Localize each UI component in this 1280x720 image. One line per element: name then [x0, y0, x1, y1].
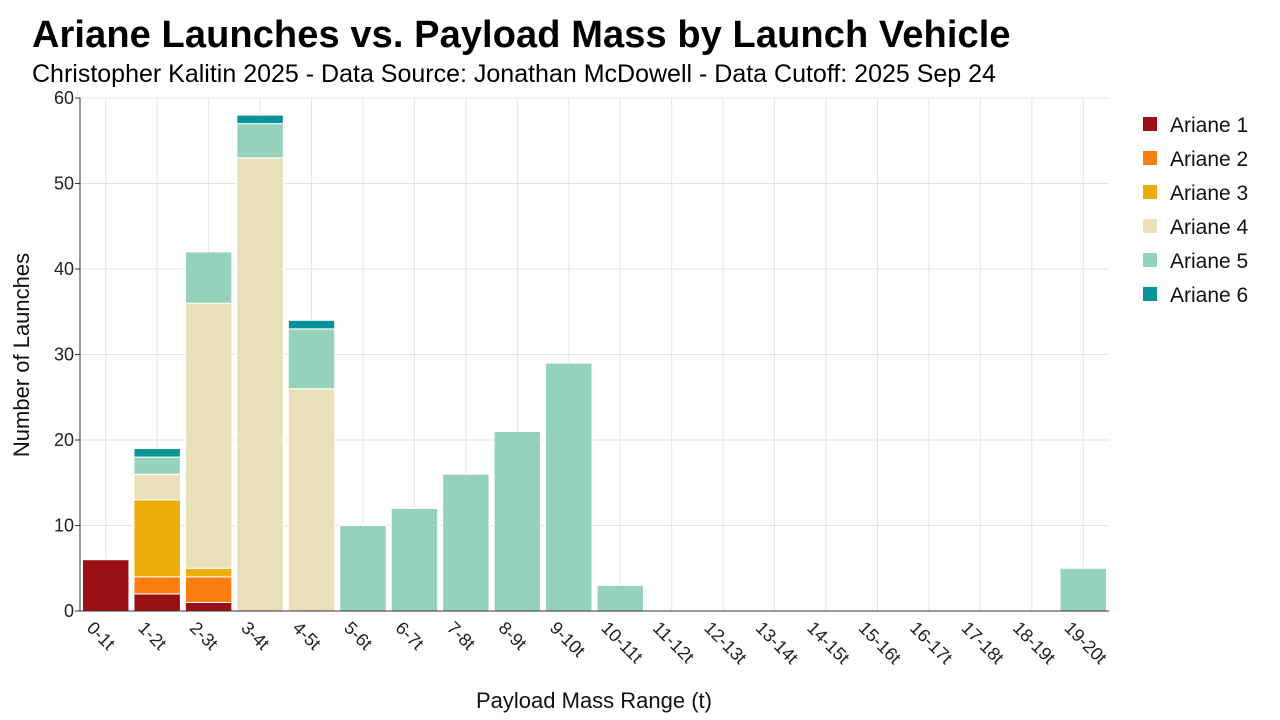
bar-segment: [287, 328, 336, 390]
x-tick-label: 18-19t: [1009, 618, 1059, 668]
grid-lines: [80, 97, 1109, 611]
x-tick-label: 4-5t: [289, 618, 325, 654]
legend-label: Ariane 2: [1170, 148, 1248, 171]
bar-segment: [133, 456, 181, 475]
bar-segment: [390, 507, 439, 612]
legend-swatch: [1143, 117, 1157, 131]
x-tick-label: 1-2t: [134, 618, 170, 654]
legend: Ariane 1 Ariane 2 Ariane 3 Ariane 4 Ariane 5…: [1143, 114, 1249, 307]
y-tick-label: 10: [54, 516, 74, 536]
x-tick-label: 6-7t: [392, 618, 428, 654]
legend-item: Ariane 4: [1143, 216, 1249, 239]
x-tick-label: 15-16t: [855, 618, 905, 668]
legend-label: Ariane 4: [1170, 216, 1249, 239]
bar-segment: [184, 567, 233, 578]
x-tick-label: 5-6t: [340, 618, 376, 654]
bar-segment: [184, 251, 233, 304]
x-tick-label: 0-1t: [83, 618, 119, 654]
bar-segment: [287, 388, 336, 612]
y-tick-label: 50: [54, 174, 74, 194]
bar-segment: [236, 114, 284, 125]
legend-item: Ariane 5: [1143, 250, 1248, 273]
bar-segment: [339, 525, 387, 612]
bars: [82, 114, 1108, 612]
legend-item: Ariane 2: [1143, 148, 1248, 171]
legend-swatch: [1143, 253, 1157, 267]
chart-title: Ariane Launches vs. Payload Mass by Laun…: [32, 14, 1011, 56]
bar-segment: [236, 123, 284, 159]
legend-item: Ariane 6: [1143, 284, 1248, 307]
y-tick-label: 30: [54, 345, 74, 365]
y-tick-label: 20: [54, 430, 74, 450]
x-tick-label: 16-17t: [906, 618, 956, 668]
legend-item: Ariane 1: [1143, 114, 1248, 137]
bar-segment: [596, 584, 644, 612]
x-tick-label: 3-4t: [237, 618, 273, 654]
legend-label: Ariane 1: [1170, 114, 1248, 137]
bar-segment: [236, 157, 284, 612]
legend-swatch: [1143, 151, 1157, 165]
x-tick-label: 8-9t: [494, 618, 530, 654]
x-tick-label: 10-11t: [597, 618, 646, 667]
x-tick-label: 14-15t: [803, 618, 853, 668]
bar-segment: [1059, 567, 1108, 612]
legend-swatch: [1143, 185, 1157, 199]
bar-segment: [287, 319, 336, 330]
bar-segment: [184, 601, 233, 612]
x-tick-label: 11-12t: [649, 618, 698, 667]
legend-swatch: [1143, 287, 1157, 301]
bar-segment: [184, 302, 233, 569]
x-tick-label: 9-10t: [546, 618, 589, 661]
x-tick-label: 7-8t: [443, 618, 479, 654]
y-axis-title: Number of Launches: [9, 253, 34, 457]
x-tick-label: 2-3t: [186, 618, 222, 654]
x-tick-label: 19-20t: [1060, 618, 1110, 668]
bar-segment: [442, 473, 490, 612]
bar-segment: [493, 430, 542, 612]
bar-segment: [545, 362, 593, 612]
chart-subtitle: Christopher Kalitin 2025 - Data Source: …: [32, 60, 996, 88]
bar-segment: [133, 576, 181, 595]
y-tick-label: 60: [54, 88, 74, 108]
x-tick-label: 13-14t: [752, 618, 802, 668]
y-tick-label: 0: [64, 601, 74, 621]
y-tick-label: 40: [54, 259, 74, 279]
x-tick-label: 17-18t: [958, 618, 1008, 668]
legend-label: Ariane 3: [1170, 182, 1248, 205]
bar-segment: [184, 576, 233, 603]
bar-segment: [133, 499, 181, 578]
bar-segment: [133, 473, 181, 501]
legend-item: Ariane 3: [1143, 182, 1248, 205]
legend-swatch: [1143, 219, 1157, 233]
legend-label: Ariane 6: [1170, 284, 1248, 307]
bar-segment: [82, 559, 130, 612]
bar-segment: [133, 593, 181, 612]
bar-segment: [133, 448, 181, 458]
legend-label: Ariane 5: [1170, 250, 1248, 273]
x-tick-label: 12-13t: [700, 618, 750, 668]
x-axis-title: Payload Mass Range (t): [476, 688, 712, 713]
